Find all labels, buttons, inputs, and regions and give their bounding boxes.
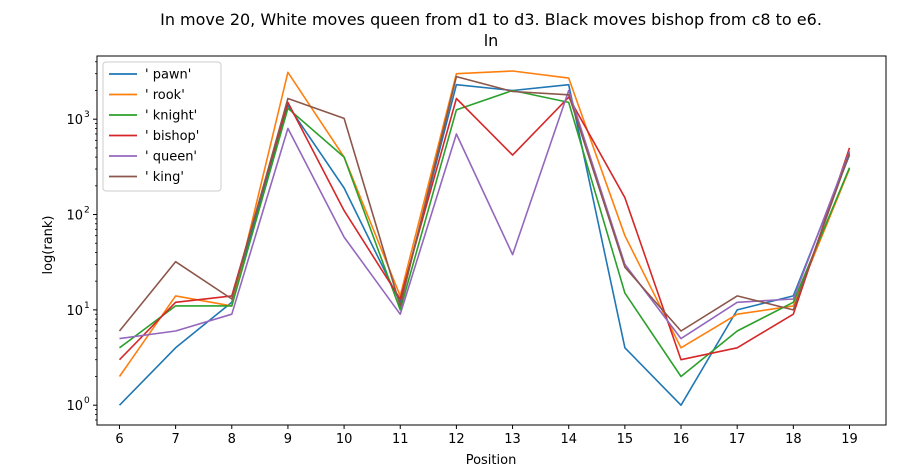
y-tick-label: 10 (66, 399, 83, 414)
x-tick-label: 15 (617, 432, 634, 447)
x-tick-label: 16 (673, 432, 690, 447)
legend-label: ' knight' (145, 109, 197, 124)
series-line-1 (118, 70, 851, 377)
series-line-3 (118, 96, 851, 361)
y-tick-exponent: 2 (84, 206, 90, 216)
x-tick-label: 7 (171, 432, 179, 447)
y-tick-label: 10 (66, 304, 83, 319)
series-line-0 (118, 83, 851, 407)
y-tick-exponent: 0 (84, 396, 90, 406)
chart-subtitle: ln (484, 31, 499, 50)
x-tick-label: 10 (336, 432, 353, 447)
y-axis-label: log(rank) (41, 215, 56, 274)
legend: ' pawn' ' rook' ' knight' ' bishop' ' queen'… (102, 61, 222, 192)
x-tick-label: 13 (504, 432, 521, 447)
legend-label: ' bishop' (145, 129, 199, 144)
x-tick-label: 8 (228, 432, 236, 447)
x-axis-label: Position (466, 453, 517, 468)
series-line-2 (119, 89, 851, 378)
x-tick-label: 19 (841, 432, 858, 447)
x-tick-label: 17 (729, 432, 746, 447)
series-lines (118, 70, 851, 407)
y-tick-label: 10 (66, 113, 83, 128)
x-axis-ticks: 6 7 8 9 10 11 12 13 14 15 16 17 18 19 (115, 425, 858, 447)
y-tick-exponent: 1 (84, 301, 90, 311)
series-line-5 (118, 75, 851, 332)
chart-title: In move 20, White moves queen from d1 to… (160, 10, 822, 29)
x-tick-label: 9 (284, 432, 292, 447)
plot-area-frame (96, 55, 887, 426)
series-line-4 (119, 89, 851, 340)
x-tick-label: 14 (560, 432, 577, 447)
x-tick-label: 18 (785, 432, 802, 447)
legend-label: ' rook' (145, 88, 185, 103)
x-tick-label: 11 (392, 432, 409, 447)
x-tick-label: 12 (448, 432, 465, 447)
legend-label: ' queen' (145, 150, 197, 165)
y-tick-exponent: 3 (84, 110, 90, 120)
legend-label: ' pawn' (145, 68, 191, 83)
legend-label: ' king' (145, 170, 184, 185)
x-tick-label: 6 (115, 432, 123, 447)
y-tick-label: 10 (66, 209, 83, 224)
